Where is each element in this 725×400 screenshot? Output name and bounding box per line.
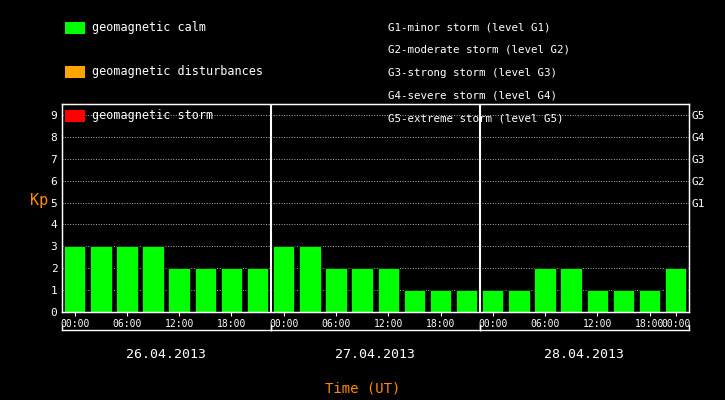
- Bar: [220, 268, 242, 312]
- Bar: [560, 268, 582, 312]
- Bar: [430, 290, 451, 312]
- Bar: [326, 268, 347, 312]
- Text: G4-severe storm (level G4): G4-severe storm (level G4): [388, 90, 557, 100]
- Text: geomagnetic calm: geomagnetic calm: [92, 22, 206, 34]
- Text: 26.04.2013: 26.04.2013: [126, 348, 206, 361]
- Bar: [352, 268, 373, 312]
- Text: Time (UT): Time (UT): [325, 382, 400, 396]
- Bar: [534, 268, 556, 312]
- Bar: [90, 246, 112, 312]
- Bar: [142, 246, 164, 312]
- Text: 27.04.2013: 27.04.2013: [335, 348, 415, 361]
- Text: 28.04.2013: 28.04.2013: [544, 348, 624, 361]
- Bar: [64, 246, 86, 312]
- Text: G2-moderate storm (level G2): G2-moderate storm (level G2): [388, 45, 570, 55]
- Bar: [482, 290, 503, 312]
- Bar: [456, 290, 477, 312]
- Bar: [639, 290, 660, 312]
- Text: G1-minor storm (level G1): G1-minor storm (level G1): [388, 22, 550, 32]
- Bar: [613, 290, 634, 312]
- Bar: [665, 268, 687, 312]
- Bar: [247, 268, 268, 312]
- Y-axis label: Kp: Kp: [30, 193, 49, 208]
- Text: G5-extreme storm (level G5): G5-extreme storm (level G5): [388, 113, 563, 123]
- Bar: [273, 246, 294, 312]
- Bar: [168, 268, 190, 312]
- Text: G3-strong storm (level G3): G3-strong storm (level G3): [388, 68, 557, 78]
- Bar: [299, 246, 320, 312]
- Bar: [116, 246, 138, 312]
- Bar: [508, 290, 530, 312]
- Bar: [404, 290, 425, 312]
- Text: geomagnetic disturbances: geomagnetic disturbances: [92, 66, 263, 78]
- Bar: [378, 268, 399, 312]
- Text: geomagnetic storm: geomagnetic storm: [92, 110, 213, 122]
- Bar: [587, 290, 608, 312]
- Bar: [194, 268, 216, 312]
